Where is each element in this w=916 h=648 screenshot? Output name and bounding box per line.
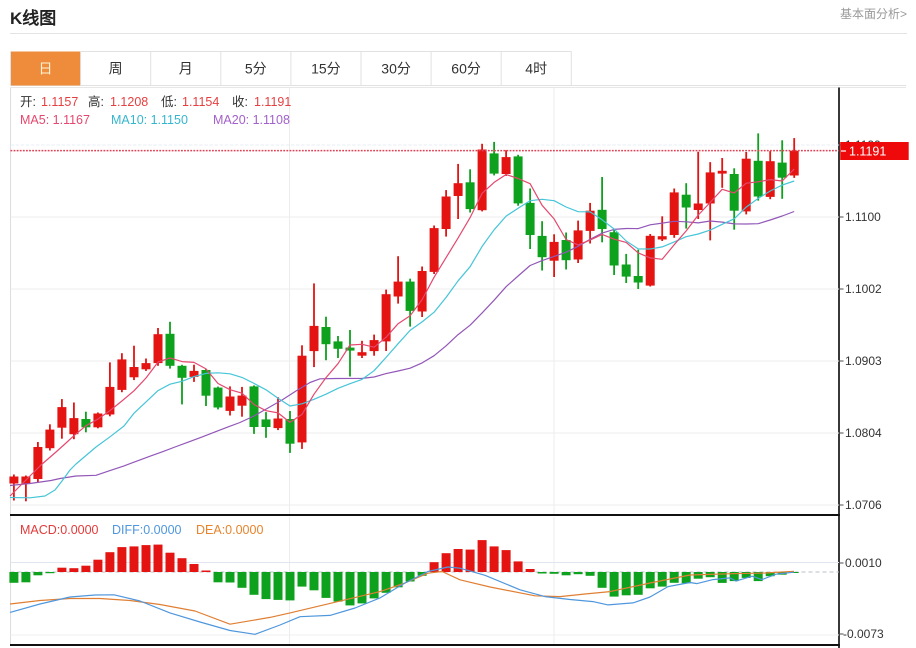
svg-text:1.1154: 1.1154: [182, 95, 219, 109]
svg-text:1.1157: 1.1157: [41, 95, 78, 109]
svg-text:低:: 低:: [161, 95, 177, 109]
svg-text:MA5: 1.1167: MA5: 1.1167: [20, 113, 90, 127]
svg-text:DEA:0.0000: DEA:0.0000: [196, 523, 263, 537]
svg-text:15分: 15分: [311, 61, 341, 77]
svg-text:基本面分析>: 基本面分析>: [840, 7, 907, 21]
svg-text:K线图: K线图: [10, 8, 56, 28]
svg-text:1.0706: 1.0706: [845, 498, 882, 512]
svg-text:4时: 4时: [525, 61, 547, 77]
svg-text:1.0903: 1.0903: [845, 354, 882, 368]
svg-text:5分: 5分: [245, 61, 267, 77]
svg-text:1.1191: 1.1191: [254, 95, 291, 109]
svg-text:MA10: 1.1150: MA10: 1.1150: [111, 113, 188, 127]
svg-text:1.1191: 1.1191: [849, 145, 886, 159]
svg-text:日: 日: [39, 61, 53, 77]
svg-text:收:: 收:: [232, 95, 248, 109]
svg-text:0.0010: 0.0010: [845, 556, 882, 570]
svg-text:周: 周: [109, 61, 123, 77]
svg-text:60分: 60分: [451, 61, 481, 77]
svg-text:月: 月: [179, 61, 193, 77]
svg-text:1.0804: 1.0804: [845, 426, 882, 440]
svg-text:1.1208: 1.1208: [110, 95, 148, 109]
svg-text:MA20: 1.1108: MA20: 1.1108: [213, 113, 290, 127]
svg-text:1.1100: 1.1100: [845, 210, 881, 224]
svg-text:高:: 高:: [88, 94, 104, 109]
svg-text:1.1002: 1.1002: [845, 282, 882, 296]
svg-text:30分: 30分: [381, 61, 411, 77]
svg-text:开:: 开:: [20, 95, 36, 109]
svg-text:-0.0073: -0.0073: [843, 627, 884, 641]
svg-text:MACD:0.0000: MACD:0.0000: [20, 523, 99, 537]
svg-text:DIFF:0.0000: DIFF:0.0000: [112, 523, 182, 537]
